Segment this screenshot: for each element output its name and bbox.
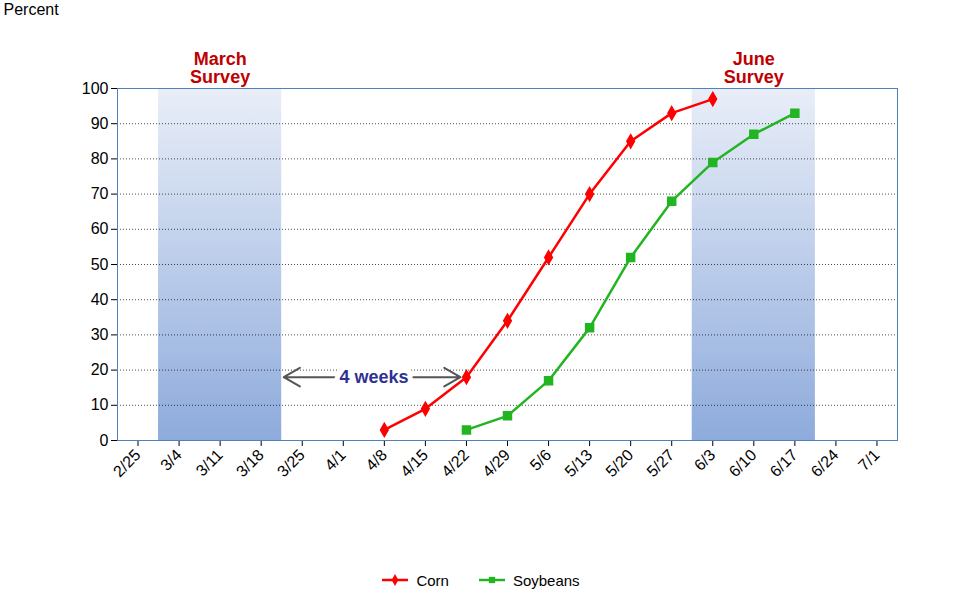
svg-text:10: 10 [91, 396, 109, 413]
svg-text:3/25: 3/25 [274, 446, 308, 480]
svg-text:90: 90 [91, 115, 109, 132]
svg-text:Percent: Percent [4, 1, 60, 18]
svg-text:3/4: 3/4 [157, 446, 185, 474]
svg-text:80: 80 [91, 150, 109, 167]
svg-text:5/20: 5/20 [602, 446, 636, 480]
svg-text:2/25: 2/25 [110, 446, 144, 480]
svg-text:7/1: 7/1 [855, 446, 883, 474]
svg-text:0: 0 [100, 432, 109, 449]
svg-text:5/6: 5/6 [527, 446, 555, 474]
html-text:Corn: Corn [416, 571, 449, 589]
svg-text:4 weeks: 4 weeks [340, 367, 409, 387]
svg-text:6/17: 6/17 [767, 446, 801, 480]
svg-text:3/18: 3/18 [233, 446, 267, 480]
html-text:Soybeans: Soybeans [512, 571, 580, 589]
svg-text:MarchSurvey: MarchSurvey [190, 49, 250, 87]
svg-text:6/3: 6/3 [691, 446, 719, 474]
svg-text:4/22: 4/22 [438, 446, 472, 480]
svg-text:4/8: 4/8 [362, 446, 390, 474]
svg-text:70: 70 [91, 185, 109, 202]
svg-text:5/27: 5/27 [643, 446, 677, 480]
svg-text:4/15: 4/15 [397, 446, 431, 480]
svg-text:20: 20 [91, 361, 109, 378]
svg-text:JuneSurvey: JuneSurvey [724, 49, 784, 87]
svg-text:60: 60 [91, 220, 109, 237]
svg-text:40: 40 [91, 291, 109, 308]
svg-text:6/24: 6/24 [808, 446, 842, 480]
svg-text:3/11: 3/11 [193, 446, 226, 479]
svg-text:50: 50 [91, 256, 109, 273]
svg-text:100: 100 [82, 80, 109, 97]
svg-text:5/13: 5/13 [561, 446, 595, 480]
svg-text:4/29: 4/29 [479, 446, 513, 480]
svg-text:6/10: 6/10 [726, 446, 760, 480]
svg-text:4/1: 4/1 [321, 446, 349, 474]
svg-text:30: 30 [91, 326, 109, 343]
